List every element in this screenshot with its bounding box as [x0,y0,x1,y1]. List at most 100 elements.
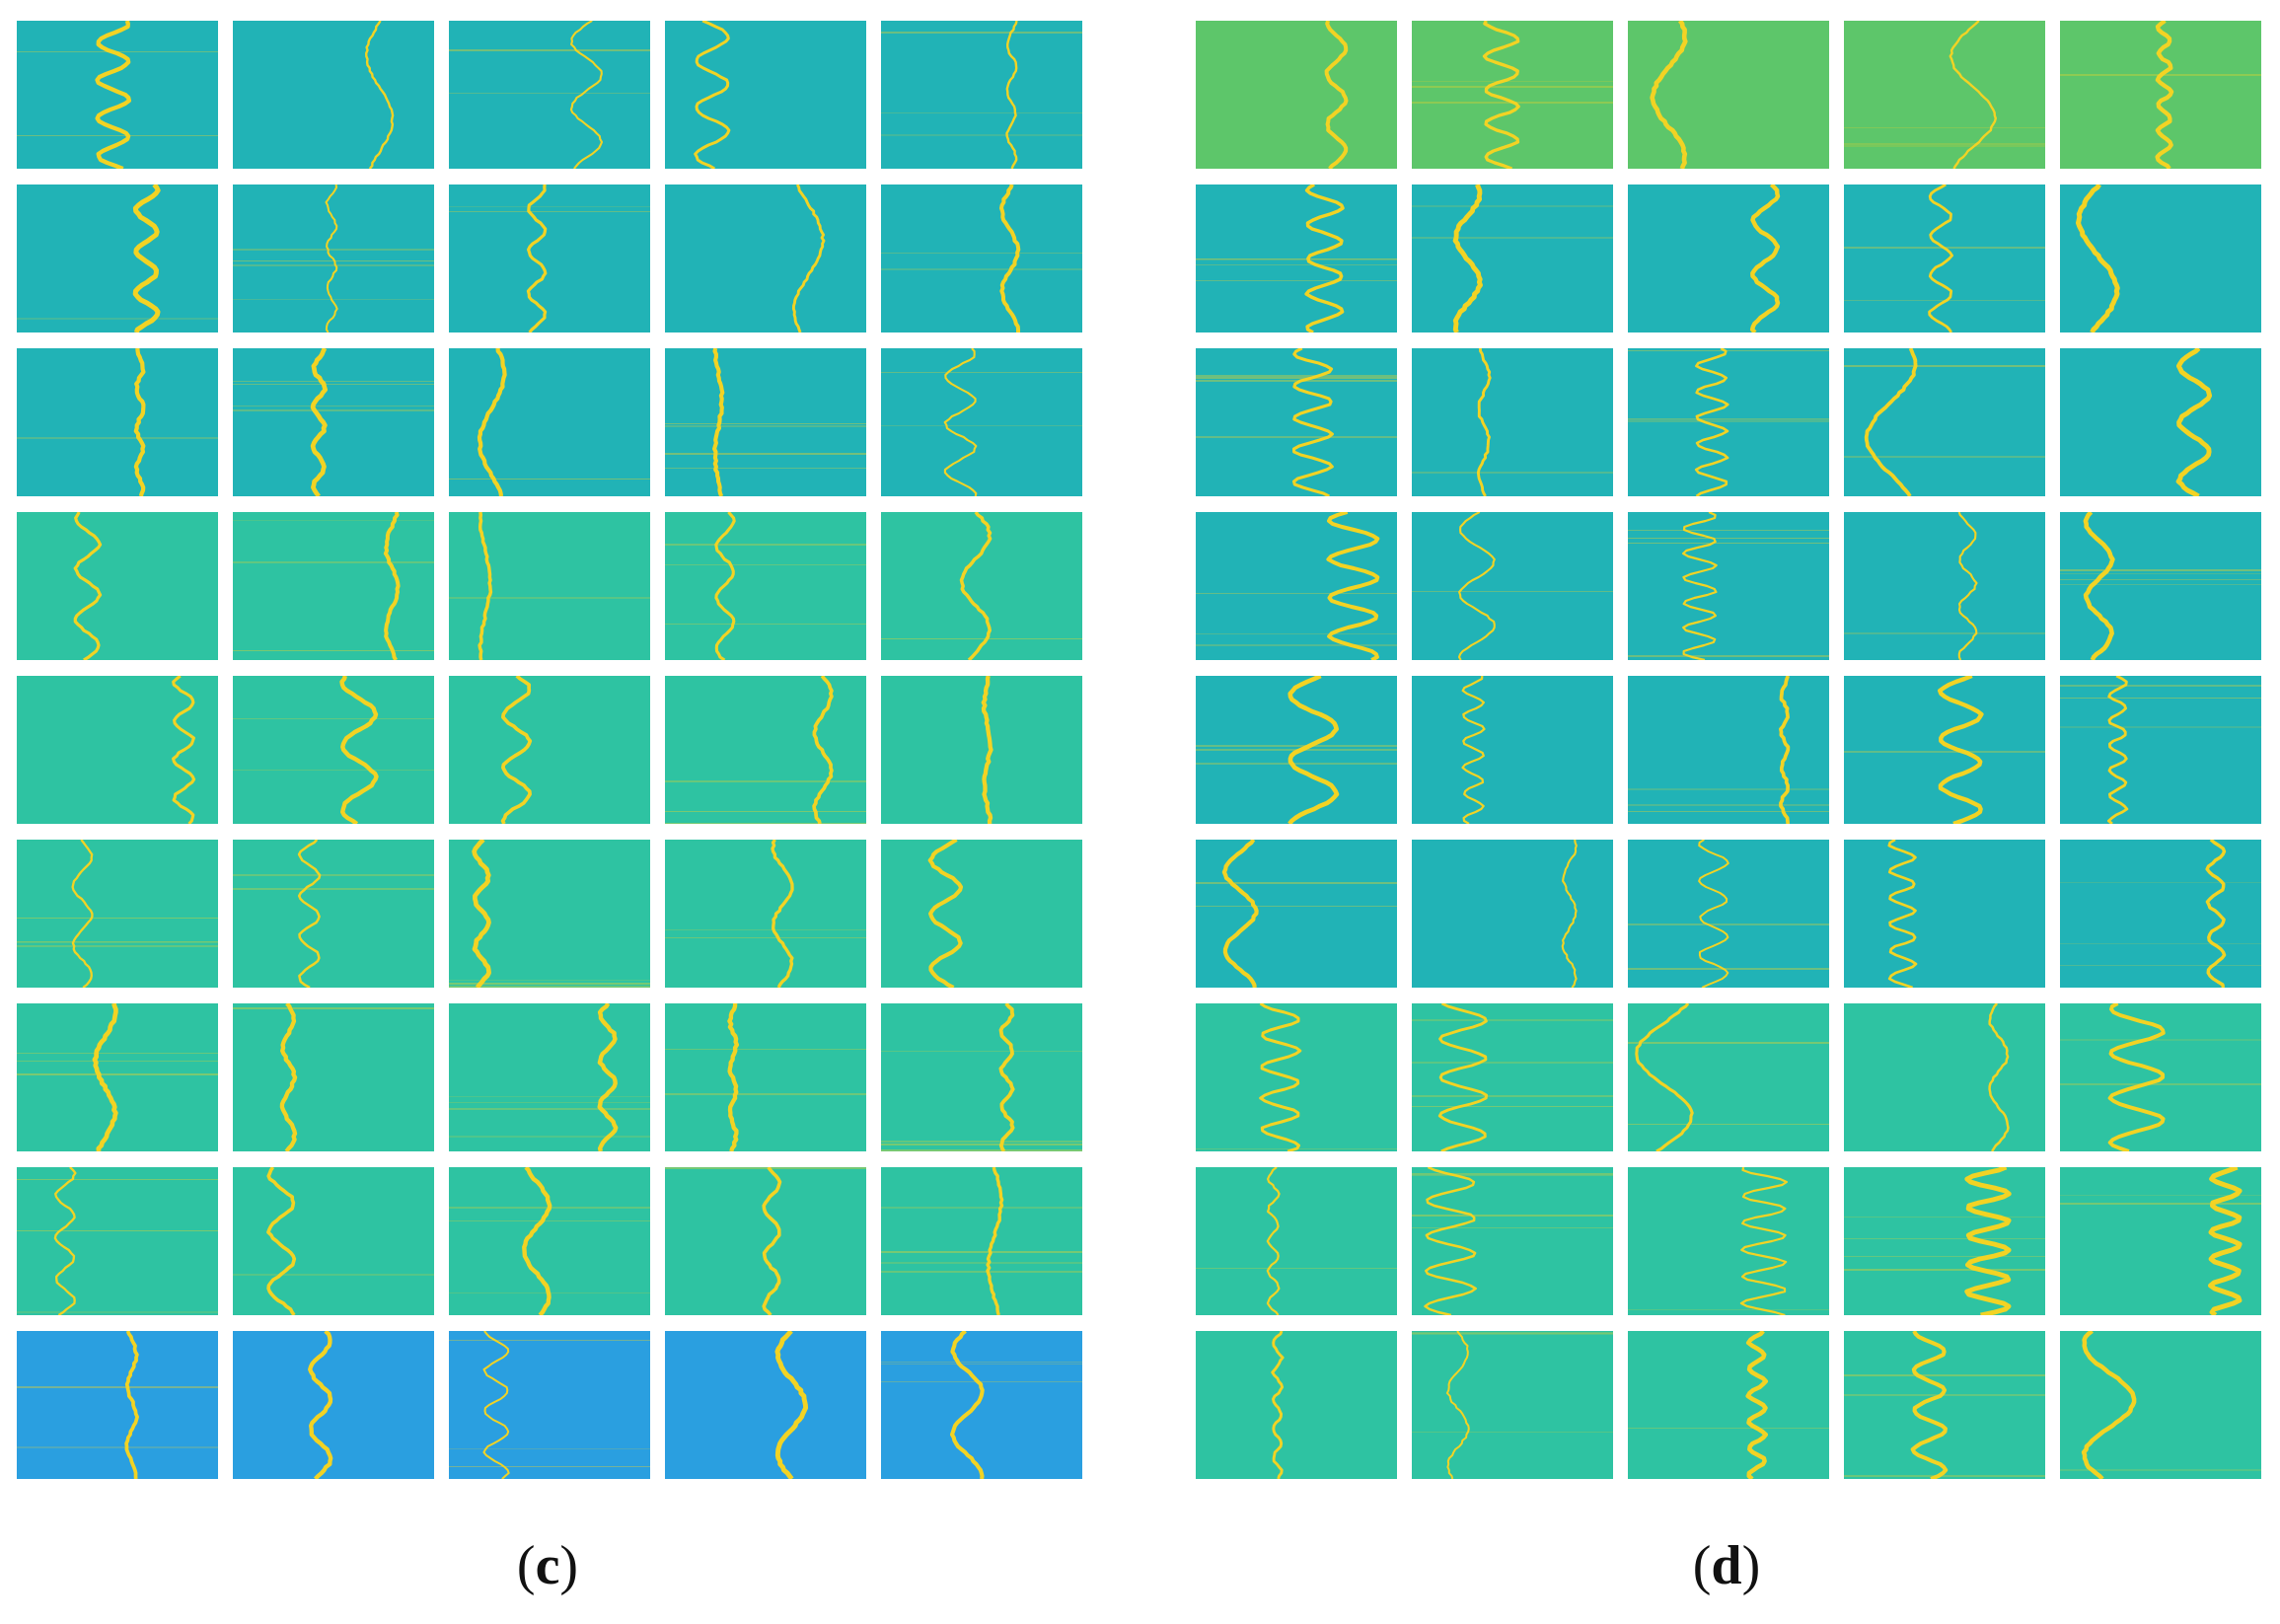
noise-band [449,1102,650,1103]
signal-trace [522,1167,552,1315]
noise-band [2060,943,2261,944]
signal-trace [132,185,161,332]
tile-spectrogram [449,1003,650,1151]
tile-background [1412,348,1613,496]
spectrogram-tile [1412,512,1613,660]
tile-background [1412,512,1613,660]
signal-trace [1739,1167,1788,1315]
noise-band [449,987,650,988]
noise-band [1628,418,1829,419]
noise-band [881,32,1082,34]
spectrogram-tile [1196,512,1397,660]
tile-background [1628,676,1829,824]
noise-band [881,1149,1082,1151]
signal-trace [1287,676,1340,824]
noise-band [1196,280,1397,281]
noise-band [1844,1238,2045,1239]
noise-band [233,249,434,251]
signal-trace [2076,185,2120,332]
noise-band [2060,579,2261,580]
signal-trace [1259,1003,1302,1151]
spectrogram-tile [1628,840,1829,988]
signal-trace [943,348,978,496]
spectrogram-tile [17,1003,218,1151]
spectrogram-tile [1196,348,1397,496]
tile-background [1412,1003,1613,1151]
noise-band [1412,1106,1613,1107]
noise-band [2060,573,2261,574]
signal-trace [1221,840,1259,988]
noise-band [665,1093,866,1095]
tile-spectrogram [1196,348,1397,496]
noise-band [17,1311,218,1313]
spectrogram-tile [1196,840,1397,988]
signal-trace [999,185,1021,332]
spectrogram-tile [17,348,218,496]
tile-spectrogram [1628,1331,1829,1479]
noise-band [1196,593,1397,594]
noise-band [1844,751,2045,753]
signal-trace [92,1003,118,1151]
tile-background [2060,840,2261,988]
tile-spectrogram [665,21,866,169]
noise-band [881,1051,1082,1052]
tile-spectrogram [449,1331,650,1479]
noise-band [1628,811,1829,812]
noise-band [2060,1195,2261,1196]
tile-spectrogram [1196,676,1397,824]
noise-band [1412,591,1613,592]
tile-spectrogram [2060,1167,2261,1315]
spectrogram-tile [881,840,1082,988]
noise-band [17,918,218,919]
tile-background [665,676,866,824]
noise-band [1196,745,1397,747]
tile-spectrogram [1844,21,2045,169]
tile-background [233,1331,434,1479]
signal-trace [927,840,964,988]
panel-c-label-close: ) [559,1535,579,1596]
tile-spectrogram [17,676,218,824]
noise-band [233,650,434,651]
panel-d-label-open: ( [1692,1535,1712,1596]
spectrogram-tile [665,1167,866,1315]
signal-trace [1326,512,1380,660]
spectrogram-tile [1628,1167,1829,1315]
spectrogram-tile [1196,1003,1397,1151]
tile-background [449,185,650,332]
tile-spectrogram [233,21,434,169]
tile-spectrogram [17,1167,218,1315]
noise-band [665,929,866,930]
tile-background [881,676,1082,824]
tile-spectrogram [449,185,650,332]
signal-trace [2107,676,2129,824]
spectrogram-tile [665,348,866,496]
spectrogram-tile [1844,1167,2045,1315]
noise-band [2060,685,2261,687]
spectrogram-tile [2060,185,2261,332]
tile-background [881,348,1082,496]
noise-band [1844,1256,2045,1257]
spectrogram-tile [233,676,434,824]
signal-trace [482,1331,510,1479]
spectrogram-tile [17,512,218,660]
noise-band [449,479,650,480]
spectrogram-tile [17,676,218,824]
spectrogram-tile [2060,1331,2261,1479]
signal-trace [472,840,491,988]
tile-spectrogram [665,840,866,988]
noise-band [17,437,218,439]
noise-band [1196,436,1397,438]
spectrogram-tile [449,1003,650,1151]
tile-spectrogram [665,676,866,824]
noise-band [1628,421,1829,422]
tile-spectrogram [2060,185,2261,332]
spectrogram-tile [881,1003,1082,1151]
spectrogram-tile [1844,676,2045,824]
tile-spectrogram [1628,185,1829,332]
noise-band [1412,86,1613,88]
signal-trace [477,348,507,496]
tile-spectrogram [1196,840,1397,988]
noise-band [881,1381,1082,1382]
signal-trace [1694,348,1729,496]
tile-spectrogram [1412,840,1613,988]
